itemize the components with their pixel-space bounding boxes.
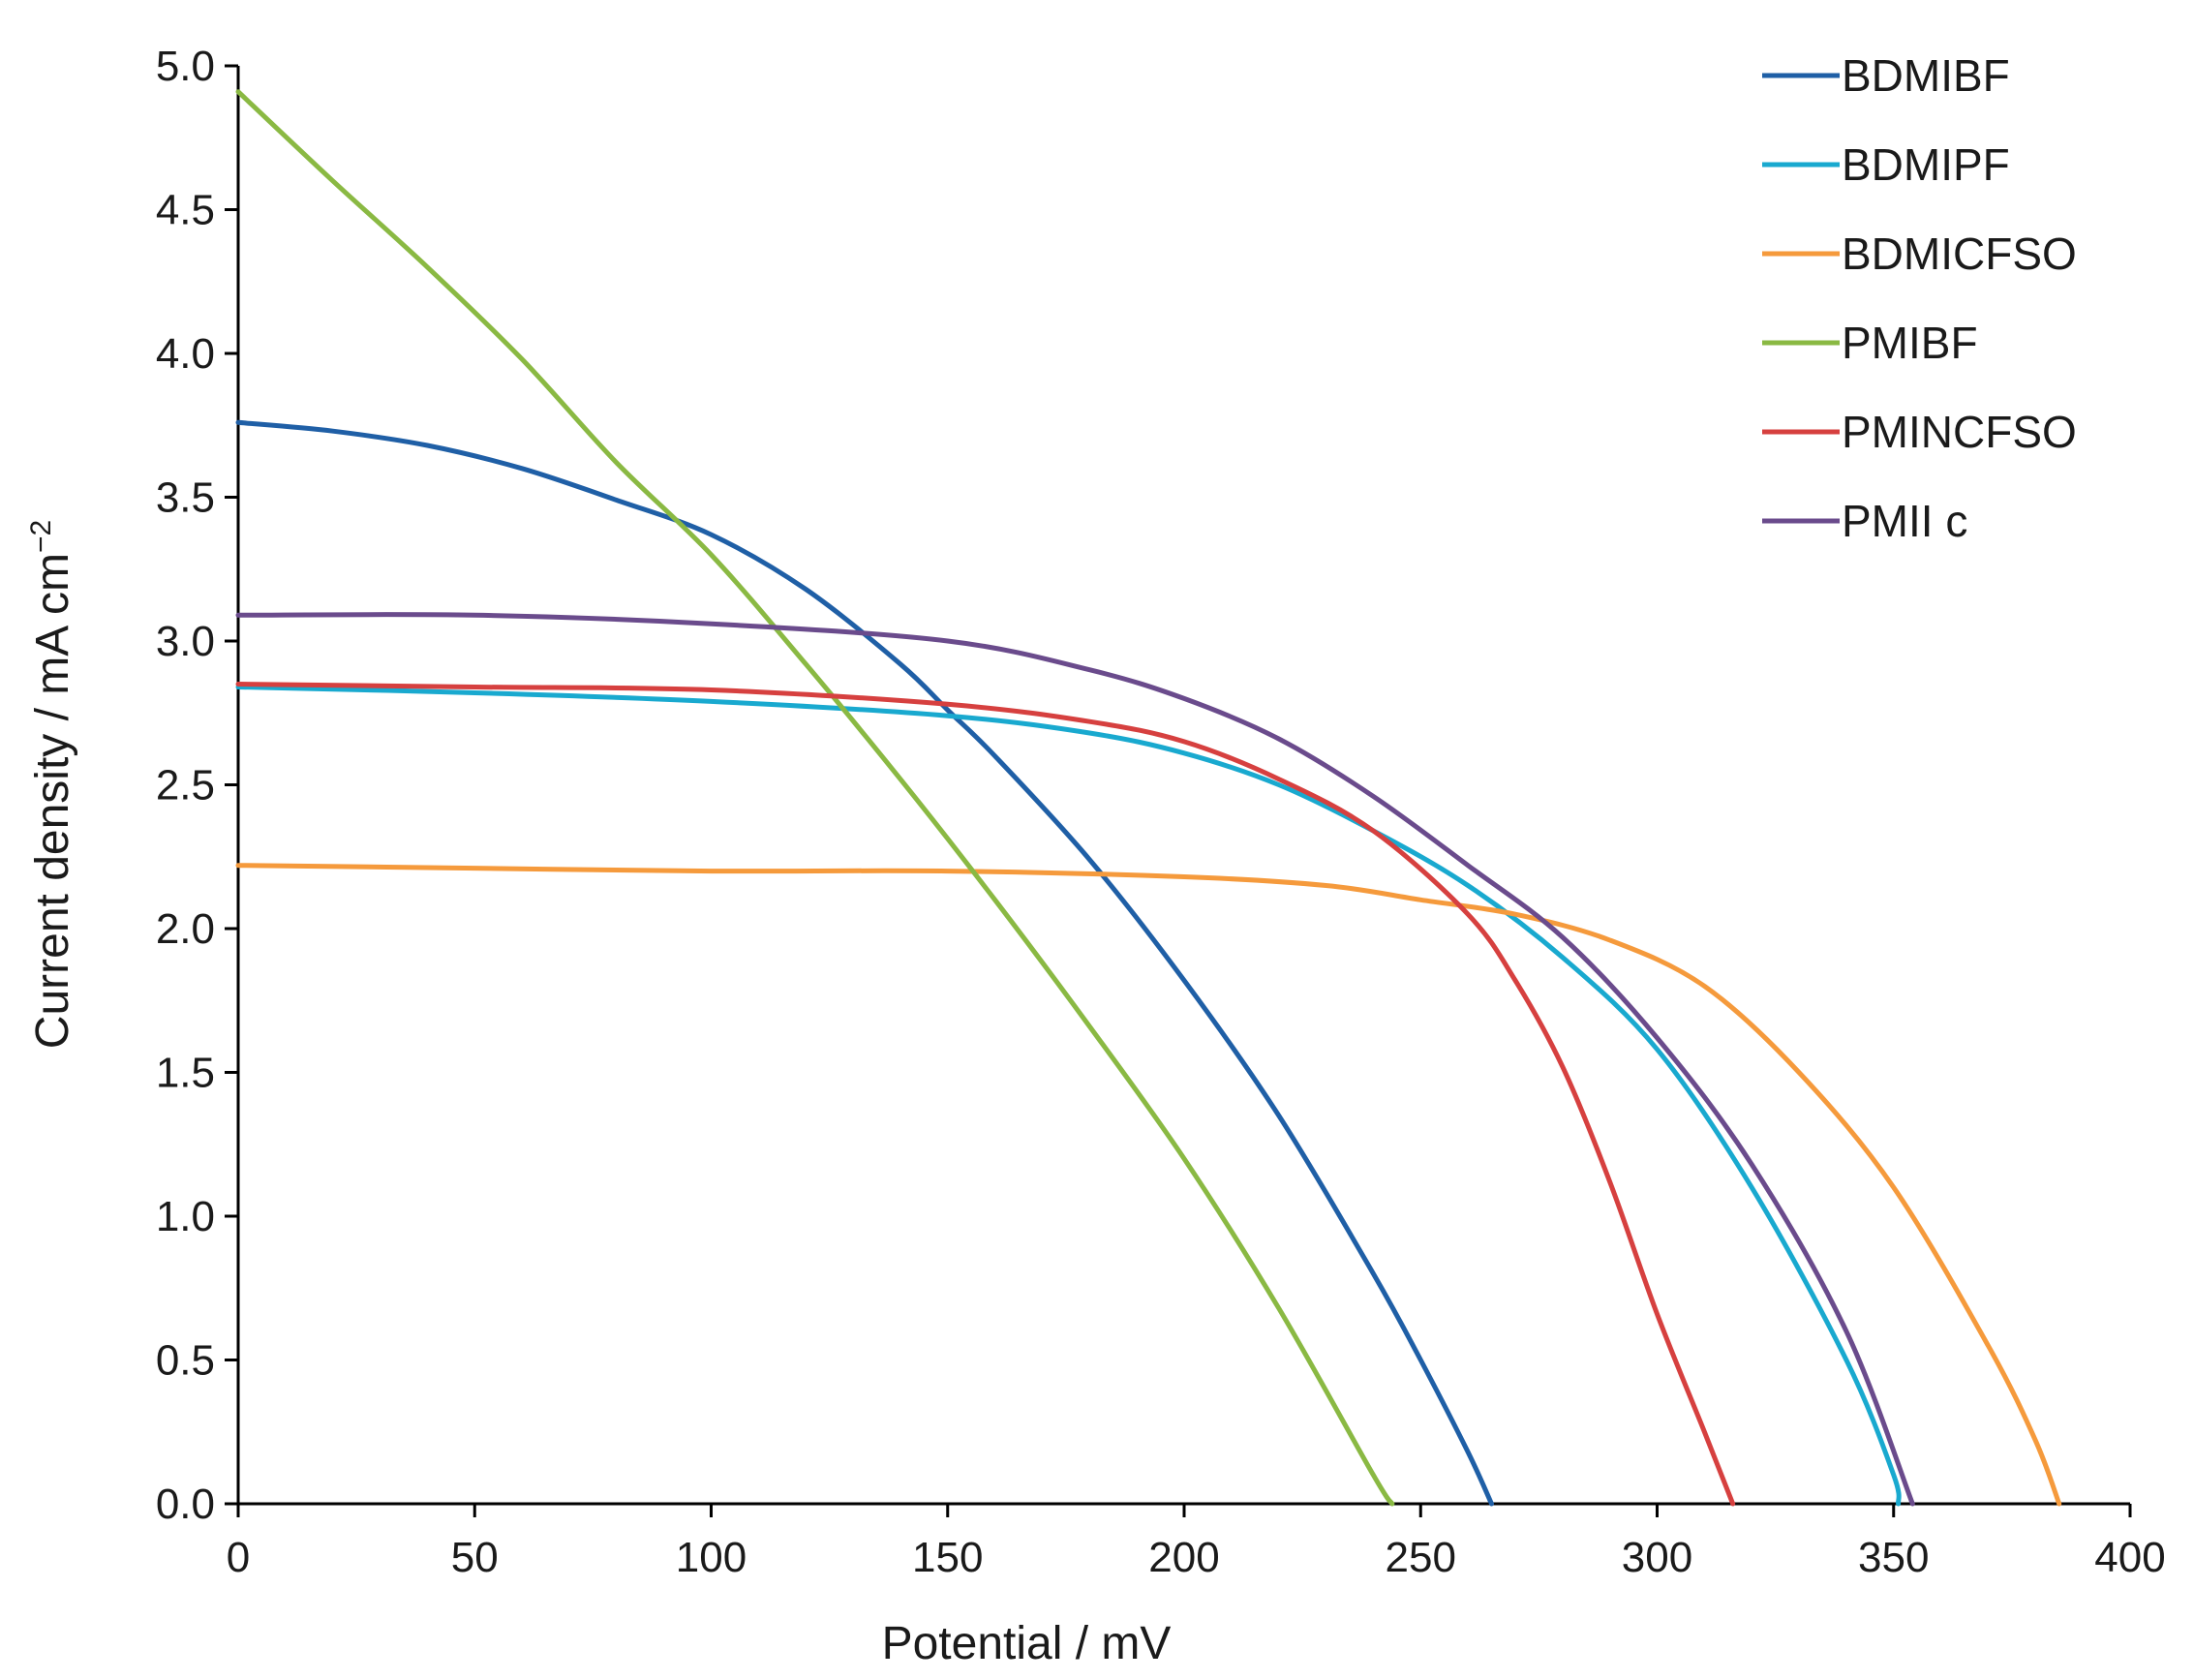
- series-layer: [235, 89, 2062, 1507]
- y-tick-label: 5.0: [156, 43, 215, 90]
- series-line-bdmicfso: [235, 863, 2062, 1507]
- y-tick-label: 0.5: [156, 1337, 215, 1385]
- legend-item-pmii-c: PMII c: [1762, 496, 1967, 546]
- y-tick-label: 3.5: [156, 474, 215, 522]
- legend-label: BDMIPF: [1842, 139, 2010, 190]
- legend-item-pmibf: PMIBF: [1762, 318, 1978, 368]
- series-line-pmii-c: [235, 612, 1915, 1507]
- series-line-pmincfso: [235, 682, 1736, 1507]
- x-tick-label: 400: [2094, 1534, 2165, 1581]
- x-tick-label: 0: [227, 1534, 250, 1581]
- y-tick-label: 1.0: [156, 1193, 215, 1240]
- legend-item-bdmipf: BDMIPF: [1762, 139, 2010, 190]
- legend-label: PMIBF: [1842, 318, 1978, 368]
- x-tick-label: 100: [676, 1534, 747, 1581]
- x-tick-label: 150: [912, 1534, 983, 1581]
- y-axis-title-main: Current density / mA cm: [27, 553, 78, 1049]
- y-axis-title-superscript: −2: [25, 520, 57, 553]
- x-tick-label: 50: [451, 1534, 499, 1581]
- series-line-bdmipf: [235, 685, 1902, 1507]
- legend: BDMIBF BDMIPF BDMICFSO PMIBF PMINCFSO PMII c: [1762, 50, 2077, 546]
- legend-item-bdmibf: BDMIBF: [1762, 50, 2010, 101]
- x-tick-label: 350: [1858, 1534, 1929, 1581]
- y-tick-label: 4.0: [156, 330, 215, 378]
- x-tick-label: 200: [1148, 1534, 1219, 1581]
- x-axis-title: Potential / mV: [882, 1618, 1172, 1669]
- y-tick-label: 0.0: [156, 1481, 215, 1528]
- x-tick-label: 300: [1622, 1534, 1692, 1581]
- x-tick-label: 250: [1386, 1534, 1456, 1581]
- legend-item-bdmicfso: BDMICFSO: [1762, 229, 2077, 279]
- y-axis-title: Current density / mA cm−2: [25, 520, 78, 1049]
- legend-label: BDMICFSO: [1842, 229, 2077, 279]
- x-axis: 0 50 100 150 200 250 300 350 400: [227, 1502, 2166, 1581]
- y-axis: 0.0 0.5 1.0 1.5 2.0 2.5 3.0 3.5 4.0 4.5 5.0: [156, 43, 240, 1528]
- legend-label: PMII c: [1842, 496, 1967, 546]
- y-tick-label: 4.5: [156, 187, 215, 234]
- legend-item-pmincfso: PMINCFSO: [1762, 407, 2077, 457]
- y-tick-label: 2.0: [156, 905, 215, 953]
- y-tick-label: 1.5: [156, 1050, 215, 1097]
- y-tick-label: 2.5: [156, 762, 215, 809]
- legend-label: PMINCFSO: [1842, 407, 2077, 457]
- legend-label: BDMIBF: [1842, 50, 2010, 101]
- y-tick-label: 3.0: [156, 618, 215, 665]
- series-line-bdmibf: [235, 419, 1494, 1507]
- series-line-pmibf: [235, 89, 1395, 1507]
